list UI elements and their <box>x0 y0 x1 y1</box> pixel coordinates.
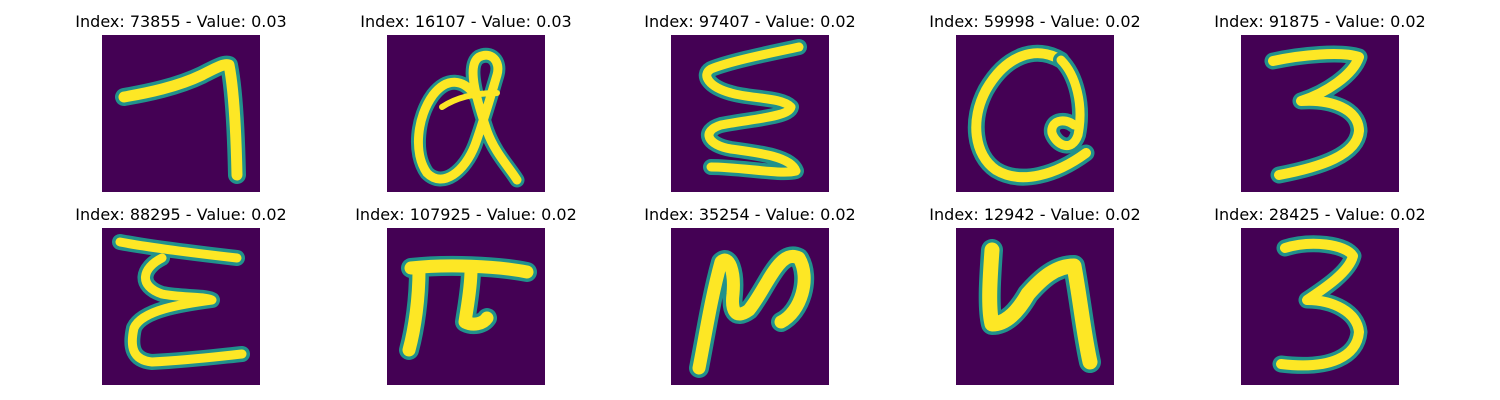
digit-image-round-a <box>956 35 1114 192</box>
digit-image-pi <box>387 228 545 385</box>
panel-title: Index: 97407 - Value: 0.02 <box>644 12 856 31</box>
panel-title: Index: 12942 - Value: 0.02 <box>929 205 1141 224</box>
digit-image-looped-a <box>387 35 545 192</box>
panel-title: Index: 88295 - Value: 0.02 <box>75 205 287 224</box>
panel-title: Index: 59998 - Value: 0.02 <box>929 12 1141 31</box>
panel-title: Index: 35254 - Value: 0.02 <box>644 205 856 224</box>
digit-image-seven <box>102 35 260 192</box>
digit-image-three <box>1241 35 1399 192</box>
digit-image-four <box>956 228 1114 385</box>
panel-title: Index: 16107 - Value: 0.03 <box>360 12 572 31</box>
digit-image-n <box>671 228 829 385</box>
panel-title: Index: 73855 - Value: 0.03 <box>75 12 287 31</box>
digit-image-sigma-e <box>102 228 260 385</box>
panel-title: Index: 28425 - Value: 0.02 <box>1214 205 1426 224</box>
digit-image-zigzag-e <box>671 35 829 192</box>
panel-title: Index: 91875 - Value: 0.02 <box>1214 12 1426 31</box>
digit-image-three-2 <box>1241 228 1399 385</box>
panel-title: Index: 107925 - Value: 0.02 <box>355 205 577 224</box>
